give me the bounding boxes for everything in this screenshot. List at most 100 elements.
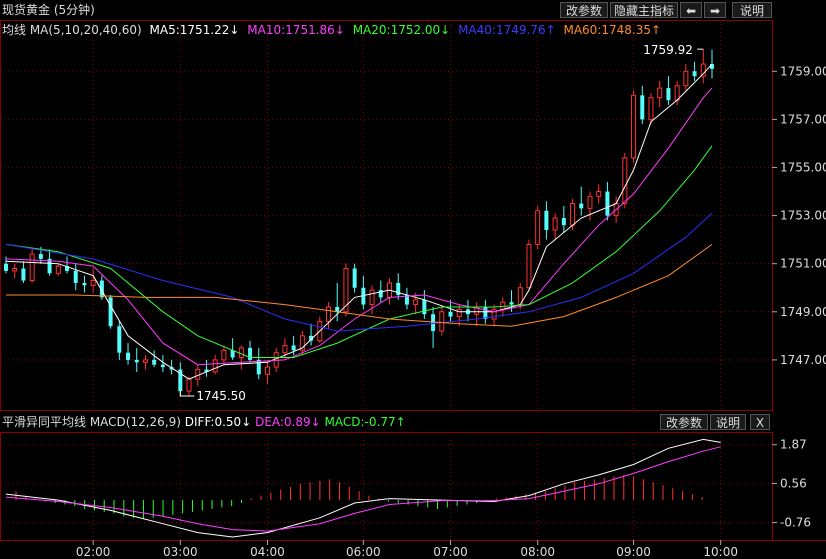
x-tick-label: 03:00 (163, 545, 198, 559)
low-label: 1745.50 (196, 389, 246, 403)
macd-close-icon[interactable]: X (750, 414, 770, 430)
macd-value: MACD:-0.77↑ (324, 415, 406, 429)
candle-body-down (178, 369, 183, 392)
candle-body-down (710, 64, 714, 69)
candle-body-down (256, 359, 261, 375)
candle-body-down (204, 369, 209, 372)
candle (605, 181, 610, 221)
candle (413, 292, 419, 315)
ma60-value: MA60:1748.35↑ (563, 23, 662, 37)
candle-body-up (142, 359, 148, 363)
macd-y-tick-label: 1.87 (780, 438, 807, 452)
candle-body-up (12, 267, 18, 272)
candle (238, 345, 244, 370)
candle-body-down (561, 217, 566, 226)
candle-body-up (282, 344, 288, 354)
change-params-button[interactable]: 改参数 (560, 2, 608, 18)
candle (256, 347, 261, 380)
candle-body-up (657, 87, 663, 99)
candle-body-up (186, 378, 192, 392)
candle (683, 64, 689, 91)
ma-line-ma40 (5, 212, 713, 332)
macd-help-button[interactable]: 说明 (710, 414, 746, 430)
candle (361, 275, 366, 310)
x-tick-label: 07:00 (433, 545, 468, 559)
help-button[interactable]: 说明 (732, 2, 772, 18)
candle (309, 323, 314, 346)
candle (299, 331, 305, 356)
x-tick-label: 08:00 (520, 545, 555, 559)
candlestick-plot (4, 49, 714, 396)
candle (465, 299, 470, 322)
candle (491, 304, 497, 327)
y-tick-label: 1755.00 (780, 160, 826, 174)
candle-body-down (291, 345, 296, 351)
candle-body-up (90, 280, 96, 286)
candle (29, 249, 35, 283)
candle (248, 340, 253, 363)
candle-body-up (500, 301, 506, 310)
candle-body-down (152, 359, 157, 365)
candle-body-up (456, 308, 462, 318)
candle-body-up (264, 366, 270, 375)
candle (596, 184, 602, 204)
y-tick-label: 1749.00 (780, 305, 826, 319)
candle (631, 90, 637, 163)
candle-body-up (369, 289, 375, 306)
macd-header-bar: 平滑异同平均线 MACD(12,26,9) DIFF:0.50↓ DEA:0.8… (0, 412, 826, 432)
candle-body-down (640, 95, 645, 120)
candle (387, 278, 393, 305)
y-tick-label: 1757.00 (780, 112, 826, 126)
diff-value: DIFF:0.50↓ (184, 415, 252, 429)
ma-line-ma60 (6, 243, 713, 327)
candle-body-up (195, 369, 201, 380)
moving-average-lines (5, 63, 713, 380)
candle-body-up (526, 243, 532, 289)
candle (640, 85, 645, 125)
candle (439, 306, 445, 336)
ma-legend: 均线 MA(5,10,20,40,60) MA5:1751.22↓ MA10:1… (2, 21, 665, 38)
candle-body-up (700, 63, 706, 77)
hide-indicator-button[interactable]: 隐藏主指标 (610, 2, 678, 18)
dea-value: DEA:0.89↓ (255, 415, 321, 429)
candle (692, 61, 697, 81)
candle (142, 355, 148, 370)
candle (448, 299, 453, 322)
candle (700, 49, 706, 84)
candle-body-down (134, 359, 139, 363)
candle-body-up (648, 97, 654, 120)
macd-name: 平滑异同平均线 MACD(12,26,9) (2, 415, 181, 429)
candle (535, 205, 541, 250)
scroll-right-icon[interactable]: ➡ (704, 2, 726, 18)
candle-body-up (29, 253, 35, 282)
y-tick-label: 1753.00 (780, 209, 826, 223)
candle-body-down (309, 335, 314, 341)
dea-line (5, 446, 721, 532)
candle (587, 191, 593, 221)
candle-body-down (117, 326, 122, 353)
candle (526, 239, 532, 291)
candle (474, 302, 480, 327)
candle-body-down (82, 282, 87, 286)
x-tick-label: 04:00 (250, 545, 285, 559)
candle-body-down (378, 290, 383, 298)
candle-body-up (552, 217, 558, 231)
scroll-left-icon[interactable]: ⬅ (680, 2, 702, 18)
candle-body-down (544, 210, 549, 231)
candle-body-down (692, 71, 697, 77)
candle-body-down (666, 88, 671, 101)
ma-line-ma10 (5, 87, 713, 366)
macd-change-params-button[interactable]: 改参数 (660, 414, 708, 430)
candle (212, 355, 218, 375)
candle-body-down (448, 311, 453, 317)
candle (710, 49, 714, 79)
ma-line-ma5 (5, 63, 713, 380)
candle (282, 338, 288, 360)
candle-body-down (99, 280, 104, 298)
candle (230, 338, 235, 360)
candle-body-down (4, 263, 8, 271)
candle-body-up (221, 349, 227, 361)
candle (55, 263, 61, 276)
candle (204, 359, 209, 377)
